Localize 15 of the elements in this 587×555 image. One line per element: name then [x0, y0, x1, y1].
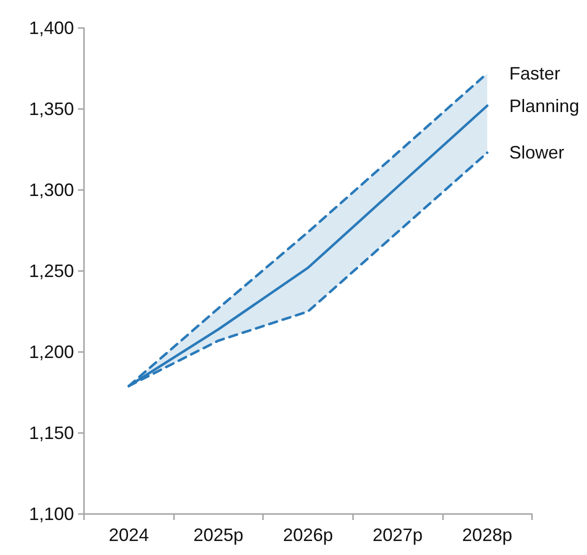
y-tick-label: 1,150: [28, 423, 74, 443]
y-tick-label: 1,300: [28, 180, 74, 200]
x-tick-label: 2026p: [282, 525, 334, 545]
series-label: Slower: [509, 142, 564, 163]
x-tick-label: 2028p: [462, 525, 512, 545]
series-label: Planning: [509, 96, 580, 116]
y-tick-label: 1,100: [28, 504, 74, 524]
y-tick-label: 1,250: [28, 261, 74, 281]
series-label: Faster: [509, 63, 560, 84]
y-tick-label: 1,400: [28, 18, 74, 38]
x-tick-label: 2025p: [193, 525, 244, 545]
x-tick-label: 2027p: [372, 525, 423, 545]
y-tick-label: 1,200: [28, 342, 74, 362]
y-tick-label: 1,350: [28, 99, 74, 119]
x-tick-label: 2024: [108, 525, 149, 545]
